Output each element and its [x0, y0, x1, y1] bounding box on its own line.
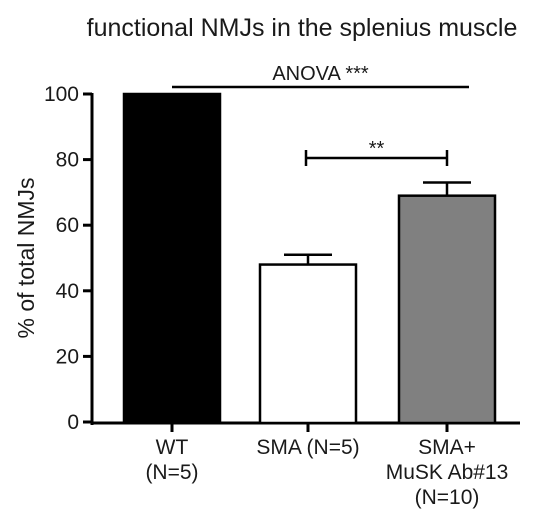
chart-title: functional NMJs in the splenius muscle [87, 14, 518, 42]
y-tick-label: 60 [56, 214, 79, 237]
bar-3 [397, 194, 497, 425]
x-tick-label: (N=10) [415, 486, 480, 509]
y-tick-label: 100 [44, 83, 79, 106]
x-tick-label: (N=5) [145, 461, 198, 484]
x-tick-label: WT [156, 436, 189, 459]
y-tick-label: 0 [67, 411, 79, 434]
plot-area: 0 20 40 60 80 100 WT(N=5) SMA (N=5) SMA+MuSK Ab#… [44, 63, 520, 509]
bar-1 [122, 92, 222, 425]
bar-2 [258, 263, 358, 425]
y-tick-label: 80 [56, 149, 79, 172]
x-tick-label: MuSK Ab#13 [386, 461, 509, 484]
significance-label: ** [369, 138, 385, 160]
y-tick-label: 40 [56, 280, 79, 303]
x-tick-label: SMA (N=5) [256, 436, 359, 459]
x-tick-label: SMA+ [418, 436, 476, 459]
y-tick-label: 20 [56, 345, 79, 368]
anova-label: ANOVA *** [272, 63, 369, 85]
y-axis-label: % of total NMJs [13, 177, 39, 338]
